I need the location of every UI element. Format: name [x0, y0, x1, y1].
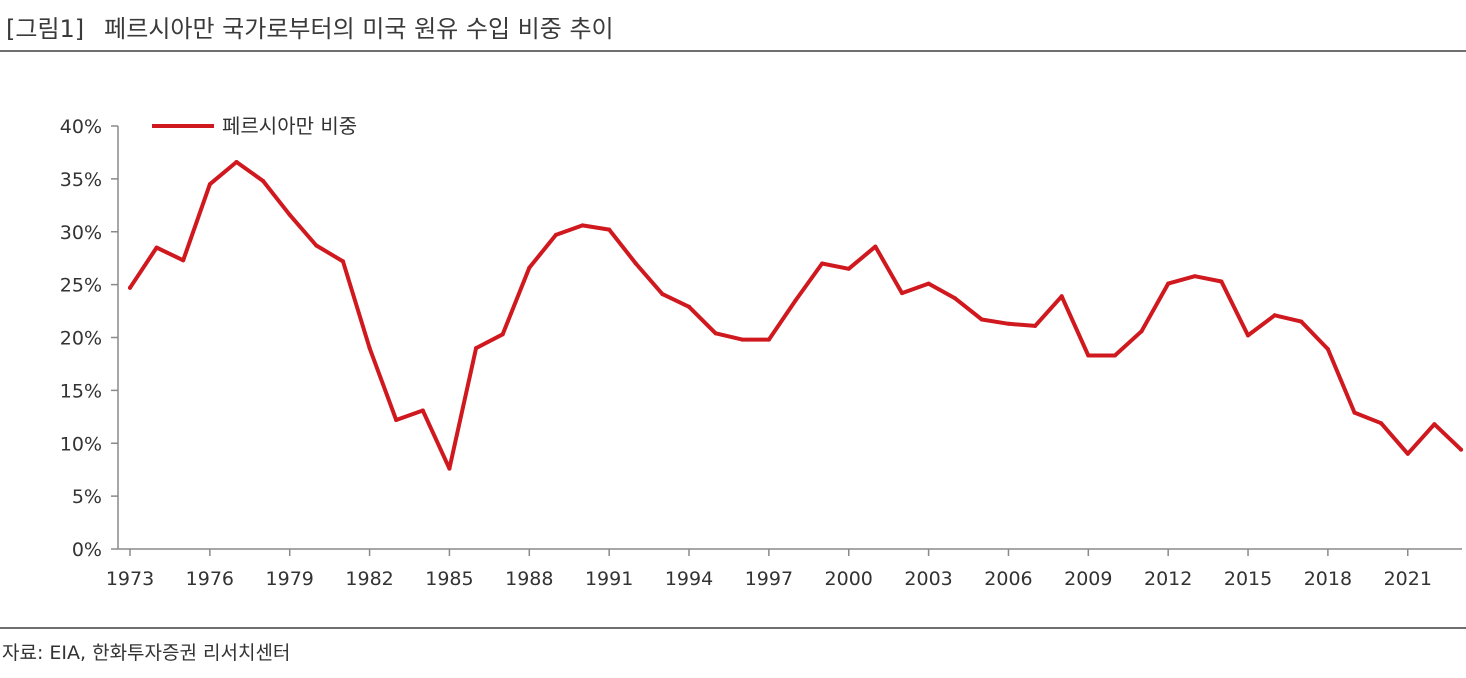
data-point — [1272, 313, 1277, 318]
data-point — [128, 285, 132, 290]
data-point — [553, 232, 558, 237]
x-tick-label: 1976 — [186, 568, 234, 590]
y-tick-label: 10% — [60, 433, 102, 455]
data-point — [873, 244, 878, 249]
data-point — [1192, 274, 1197, 279]
x-axis: 1973 1976 1979 1982 1985 1988 1991 1994 1997 2000… — [106, 548, 1462, 590]
data-point — [1166, 281, 1171, 286]
x-tick-label: 1982 — [345, 568, 393, 590]
data-point — [1379, 421, 1384, 426]
data-point — [1459, 447, 1463, 452]
chart-title: 페르시아만 국가로부터의 미국 원유 수입 비중 추이 — [104, 14, 614, 43]
data-point — [1033, 323, 1038, 328]
data-point — [660, 292, 665, 297]
data-point — [1006, 321, 1011, 326]
data-point — [367, 346, 372, 351]
y-tick-label: 0% — [72, 539, 102, 561]
y-tick-label: 30% — [60, 222, 102, 244]
data-point — [287, 212, 292, 217]
data-point — [687, 304, 691, 309]
data-point — [474, 346, 479, 351]
y-tick-label: 5% — [72, 486, 102, 508]
x-tick-label: 1994 — [665, 568, 713, 590]
data-point — [979, 317, 984, 322]
data-point — [740, 337, 745, 342]
data-point — [181, 258, 186, 263]
y-tick-label: 35% — [60, 169, 102, 191]
x-tick-label: 1973 — [106, 568, 154, 590]
data-point — [420, 408, 425, 413]
data-point — [314, 243, 319, 248]
data-point — [447, 466, 452, 471]
x-tick-label: 2003 — [904, 568, 952, 590]
bottom-rule — [0, 627, 1466, 629]
data-point — [394, 418, 399, 422]
legend: 페르시아만 비중 — [152, 114, 357, 138]
y-axis: 0% 5% 10% 15% 20% 25% 30% 35% 40% — [60, 116, 119, 561]
x-tick-label: 2006 — [984, 568, 1032, 590]
x-tick-label: 1979 — [266, 568, 314, 590]
data-point — [926, 281, 931, 286]
series-layer — [128, 160, 1463, 471]
y-tick-label: 25% — [60, 275, 102, 297]
data-point — [1405, 451, 1410, 456]
data-point — [1219, 279, 1224, 284]
data-point — [1325, 347, 1330, 352]
x-tick-label: 2000 — [825, 568, 873, 590]
data-point — [527, 265, 532, 270]
series-line — [128, 160, 1463, 471]
x-tick-label: 2015 — [1224, 568, 1272, 590]
data-point — [1246, 333, 1250, 338]
data-point — [607, 227, 612, 232]
data-point — [953, 296, 958, 301]
x-tick-label: 1991 — [585, 568, 633, 590]
x-tick-label: 2009 — [1064, 568, 1112, 590]
data-point — [1112, 353, 1117, 358]
data-point — [766, 337, 771, 342]
data-point — [820, 261, 825, 266]
y-tick-label: 20% — [60, 328, 102, 350]
data-point — [713, 331, 718, 336]
x-tick-label: 2018 — [1304, 568, 1352, 590]
data-point — [1352, 410, 1357, 415]
x-tick-label: 2012 — [1144, 568, 1192, 590]
data-point — [580, 223, 585, 228]
data-point — [1299, 319, 1304, 324]
figure-label: [그림1] — [6, 14, 85, 43]
data-point — [500, 332, 505, 337]
y-tick-label: 40% — [60, 116, 102, 138]
x-tick-label: 2021 — [1384, 568, 1432, 590]
data-point — [1139, 329, 1144, 334]
y-tick-label: 15% — [60, 380, 102, 402]
data-point — [793, 298, 798, 303]
data-point — [234, 160, 239, 164]
data-point — [154, 245, 159, 250]
x-tick-label: 1985 — [425, 568, 473, 590]
x-tick-label: 1997 — [745, 568, 793, 590]
x-tick-label: 1988 — [505, 568, 553, 590]
data-point — [341, 259, 345, 264]
data-point — [846, 266, 851, 271]
data-point — [1432, 422, 1437, 427]
figure-header: [그림1] 페르시아만 국가로부터의 미국 원유 수입 비중 추이 — [6, 6, 614, 46]
legend-label: 페르시아만 비중 — [222, 114, 357, 138]
data-point — [1059, 294, 1064, 299]
data-point — [1086, 353, 1091, 358]
data-point — [207, 182, 212, 187]
data-point — [261, 179, 266, 183]
source-note: 자료: EIA, 한화투자증권 리서치센터 — [2, 642, 291, 664]
data-point — [900, 291, 904, 296]
data-point — [633, 261, 638, 266]
top-rule — [0, 50, 1466, 52]
